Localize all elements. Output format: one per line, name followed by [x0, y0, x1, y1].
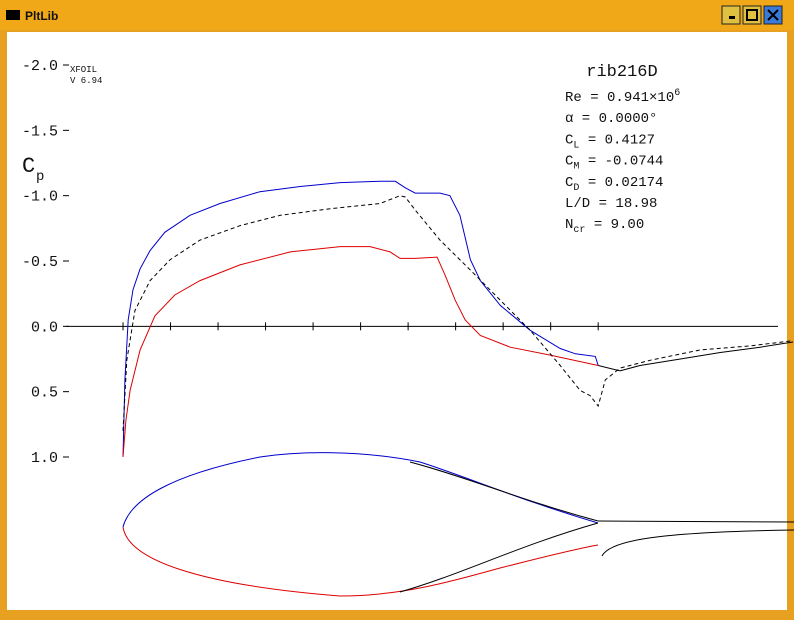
info-line: Ncr = 9.00 [565, 217, 644, 236]
window-icon [6, 10, 20, 20]
maximize-button[interactable] [742, 5, 762, 25]
info-value: = -0.0744 [579, 154, 663, 170]
info-line: CL = 0.4127 [565, 132, 655, 151]
info-label: α [565, 111, 573, 127]
y-tick-label: -2.0 [22, 58, 58, 75]
annotation: XFOIL [70, 65, 97, 75]
wake-lower [601, 529, 794, 557]
airfoil-lower [122, 526, 599, 597]
info-label: C [565, 154, 573, 170]
info-label: Re [565, 90, 582, 106]
cp-line [598, 341, 794, 372]
close-glyph [767, 9, 779, 21]
info-sub: L [573, 140, 579, 151]
maximize-glyph [746, 9, 758, 21]
info-value: = 0.02174 [579, 175, 663, 191]
y-tick-label: -1.0 [22, 189, 58, 206]
info-value: = 0.0000° [573, 111, 657, 127]
info-sup: 6 [674, 88, 680, 99]
cp-line [122, 246, 599, 458]
info-label: C [565, 175, 573, 191]
y-axis-label-sub: p [36, 169, 44, 185]
info-line: CD = 0.02174 [565, 175, 663, 194]
window-title: PltLib [25, 9, 58, 23]
displacement-upper [409, 461, 599, 522]
info-sub: M [573, 162, 579, 173]
info-line: α = 0.0000° [565, 111, 657, 127]
cp-line [122, 180, 599, 458]
info-sub: cr [573, 225, 585, 236]
minimize-glyph [729, 16, 735, 19]
y-tick-label: -1.5 [22, 123, 58, 140]
wake-upper [597, 520, 794, 523]
title-bar [0, 0, 794, 30]
cp-line [122, 195, 794, 431]
chart-title: rib216D [586, 63, 657, 82]
displacement-lower [399, 522, 599, 593]
y-tick-label: 1.0 [31, 450, 58, 467]
info-label: C [565, 132, 573, 148]
y-tick-label: 0.5 [31, 385, 58, 402]
info-line: Re = 0.941×106 [565, 88, 680, 106]
info-value: = 18.98 [590, 196, 657, 212]
info-label: L/D [565, 196, 590, 212]
info-line: L/D = 18.98 [565, 196, 657, 212]
info-value: = 9.00 [585, 217, 644, 233]
y-tick-label: 0.0 [31, 319, 58, 336]
airfoil [122, 452, 794, 597]
info-value: = 0.941×10 [582, 90, 674, 106]
y-axis-label: C [22, 154, 35, 179]
y-tick-label: -0.5 [22, 254, 58, 271]
info-sub: D [573, 183, 579, 194]
info-value: = 0.4127 [579, 132, 655, 148]
info-line: CM = -0.0744 [565, 154, 663, 173]
plot-area [7, 32, 787, 610]
annotation: V 6.94 [70, 76, 102, 86]
info-label: N [565, 217, 573, 233]
minimize-button[interactable] [721, 5, 741, 25]
